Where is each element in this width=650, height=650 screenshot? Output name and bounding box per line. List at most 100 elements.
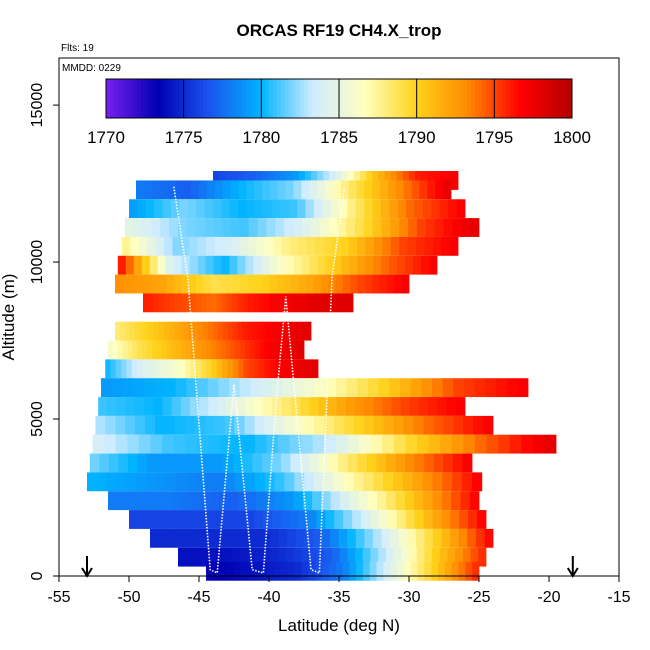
heatmap-cell bbox=[356, 180, 365, 200]
heatmap-cell bbox=[407, 528, 417, 548]
heatmap-cell bbox=[416, 236, 425, 256]
heatmap-cell bbox=[339, 547, 348, 567]
heatmap-cell bbox=[266, 218, 276, 237]
colorbar-tick-label: 1770 bbox=[87, 128, 125, 147]
heatmap-cell bbox=[316, 547, 325, 567]
heatmap-cell bbox=[347, 293, 354, 313]
colorbar-segment bbox=[494, 79, 499, 118]
heatmap-cell bbox=[178, 547, 187, 567]
heatmap-cell bbox=[144, 274, 153, 294]
heatmap-cell bbox=[381, 255, 390, 275]
colorbar-segment bbox=[164, 79, 169, 118]
heatmap-cell bbox=[271, 378, 283, 398]
colorbar-segment bbox=[540, 79, 546, 118]
heatmap-cell bbox=[337, 293, 343, 313]
heatmap-cell bbox=[412, 472, 423, 492]
heatmap-cell bbox=[437, 397, 448, 416]
heatmap-cell bbox=[382, 434, 395, 454]
heatmap-cell bbox=[222, 359, 228, 379]
heatmap-cell bbox=[291, 359, 298, 379]
colorbar-segment bbox=[397, 79, 402, 118]
heatmap-cell bbox=[233, 561, 241, 581]
heatmap-cell bbox=[229, 378, 241, 398]
heatmap-cell bbox=[432, 547, 441, 567]
heatmap-cell bbox=[142, 340, 148, 360]
heatmap-cell bbox=[310, 218, 321, 237]
heatmap-cell bbox=[118, 453, 129, 473]
heatmap-cell bbox=[291, 274, 300, 294]
heatmap-cell bbox=[342, 274, 351, 294]
heatmap-cell bbox=[190, 359, 197, 379]
heatmap-cell bbox=[407, 236, 417, 256]
heatmap-cell bbox=[185, 472, 196, 492]
heatmap-cell bbox=[164, 293, 170, 313]
heatmap-cell bbox=[171, 199, 180, 219]
heatmap-cell bbox=[210, 491, 220, 511]
heatmap-cell bbox=[289, 510, 299, 529]
heatmap-cell bbox=[376, 561, 384, 581]
heatmap-cell bbox=[347, 528, 357, 548]
heatmap-cell bbox=[218, 378, 230, 398]
colorbar-tick-label: 1780 bbox=[242, 128, 280, 147]
heatmap-cell bbox=[231, 218, 241, 237]
colorbar-segment bbox=[280, 79, 286, 118]
heatmap-cell bbox=[245, 255, 254, 275]
heatmap-cell bbox=[185, 547, 194, 567]
colorbar-segment bbox=[463, 79, 468, 118]
heatmap-cell bbox=[376, 491, 387, 511]
heatmap-cell bbox=[190, 293, 196, 313]
heatmap-cell bbox=[372, 528, 382, 548]
heatmap-cell bbox=[318, 397, 328, 416]
flight-track-layer bbox=[173, 186, 346, 575]
heatmap-cell bbox=[132, 340, 138, 360]
heatmap-cell bbox=[177, 218, 188, 237]
heatmap-cell bbox=[232, 359, 239, 379]
heatmap-cell bbox=[244, 415, 255, 435]
heatmap-cell bbox=[253, 293, 259, 313]
heatmap-cell bbox=[414, 510, 424, 529]
heatmap-cell bbox=[211, 359, 218, 379]
heatmap-cell bbox=[302, 359, 308, 379]
heatmap-cell bbox=[325, 378, 337, 398]
heatmap-cell bbox=[212, 561, 221, 581]
heatmap-cell bbox=[195, 274, 204, 294]
colorbar-segment bbox=[416, 79, 422, 118]
y-tick-label: 0 bbox=[29, 571, 46, 580]
heatmap-cell bbox=[356, 561, 364, 581]
heatmap-cell bbox=[137, 274, 145, 294]
heatmap-cell bbox=[390, 528, 400, 548]
heatmap-cell bbox=[207, 378, 219, 398]
colorbar-segment bbox=[346, 79, 352, 118]
colorbar-segment bbox=[408, 79, 414, 118]
heatmap-cell bbox=[424, 561, 432, 581]
heatmap-cell bbox=[461, 218, 471, 237]
heatmap-cell bbox=[216, 293, 223, 313]
heatmap-cell bbox=[204, 199, 214, 219]
heatmap-cell bbox=[264, 340, 271, 360]
colorbar-segment bbox=[311, 79, 317, 118]
heatmap-cell bbox=[425, 218, 436, 237]
colorbar-segment bbox=[327, 79, 332, 118]
heatmap-cell bbox=[204, 218, 214, 237]
heatmap-cell bbox=[239, 236, 249, 256]
heatmap-cell bbox=[129, 321, 135, 341]
heatmap-cell bbox=[280, 510, 291, 529]
heatmap-cell bbox=[478, 547, 487, 567]
heatmap-cell bbox=[290, 236, 299, 256]
heatmap-cell bbox=[266, 321, 273, 341]
heatmap-cell bbox=[164, 510, 175, 529]
heatmap-cell bbox=[443, 453, 454, 473]
heatmap-cell bbox=[364, 274, 373, 294]
heatmap-cell bbox=[172, 236, 182, 256]
heatmap-cell bbox=[274, 491, 285, 511]
heatmap-cell bbox=[355, 218, 365, 237]
heatmap-cell bbox=[359, 434, 372, 454]
heatmap-cell bbox=[166, 453, 177, 473]
heatmap-cell bbox=[343, 472, 354, 492]
heatmap-cell bbox=[162, 199, 172, 219]
heatmap-cell bbox=[206, 359, 212, 379]
heatmap-cell bbox=[313, 199, 323, 219]
heatmap-cell bbox=[145, 415, 156, 435]
heatmap-cell bbox=[287, 528, 297, 548]
heatmap-cell bbox=[215, 472, 226, 492]
